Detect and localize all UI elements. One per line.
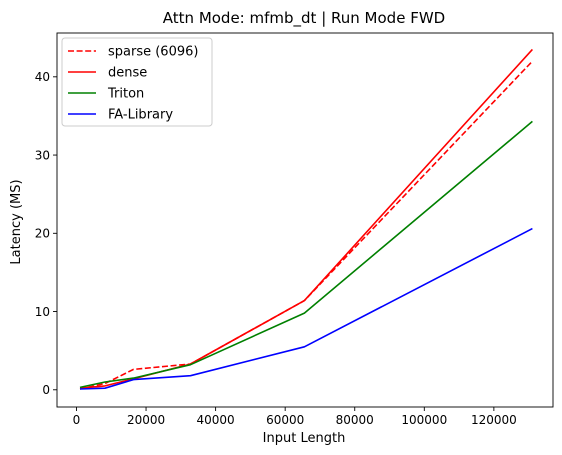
y-tick-label: 40	[35, 70, 50, 84]
series-line-3	[79, 227, 533, 390]
y-tick-label: 20	[35, 227, 50, 241]
series-line-0	[79, 60, 533, 390]
y-tick-label: 10	[35, 305, 50, 319]
series-line-2	[79, 120, 533, 389]
plot-marks	[79, 48, 533, 390]
legend-label-0: sparse (6096)	[108, 45, 198, 60]
x-tick-label: 120000	[471, 413, 517, 427]
legend: sparse (6096) dense Triton FA-Library	[61, 37, 213, 127]
chart-title: Attn Mode: mfmb_dt | Run Mode FWD	[163, 9, 445, 28]
plot-frame	[56, 32, 554, 408]
x-tick-label: 80000	[336, 413, 374, 427]
x-tick-label: 0	[73, 413, 81, 427]
y-axis-label: Latency (MS)	[9, 179, 24, 264]
x-tick-label: 20000	[127, 413, 165, 427]
legend-label-3: FA-Library	[108, 108, 173, 123]
x-tick-label: 60000	[266, 413, 304, 427]
legend-box	[61, 37, 213, 127]
y-tick-label: 0	[42, 383, 50, 397]
axes: 0 20000 40000 60000 80000 100000 120000 0 10 20 30…	[35, 32, 554, 427]
x-tick-label: 100000	[401, 413, 447, 427]
legend-label-2: Triton	[107, 87, 144, 102]
x-axis-label: Input Length	[263, 431, 346, 446]
y-tick-label: 30	[35, 148, 50, 162]
x-tick-label: 40000	[197, 413, 235, 427]
legend-label-1: dense	[108, 66, 147, 81]
